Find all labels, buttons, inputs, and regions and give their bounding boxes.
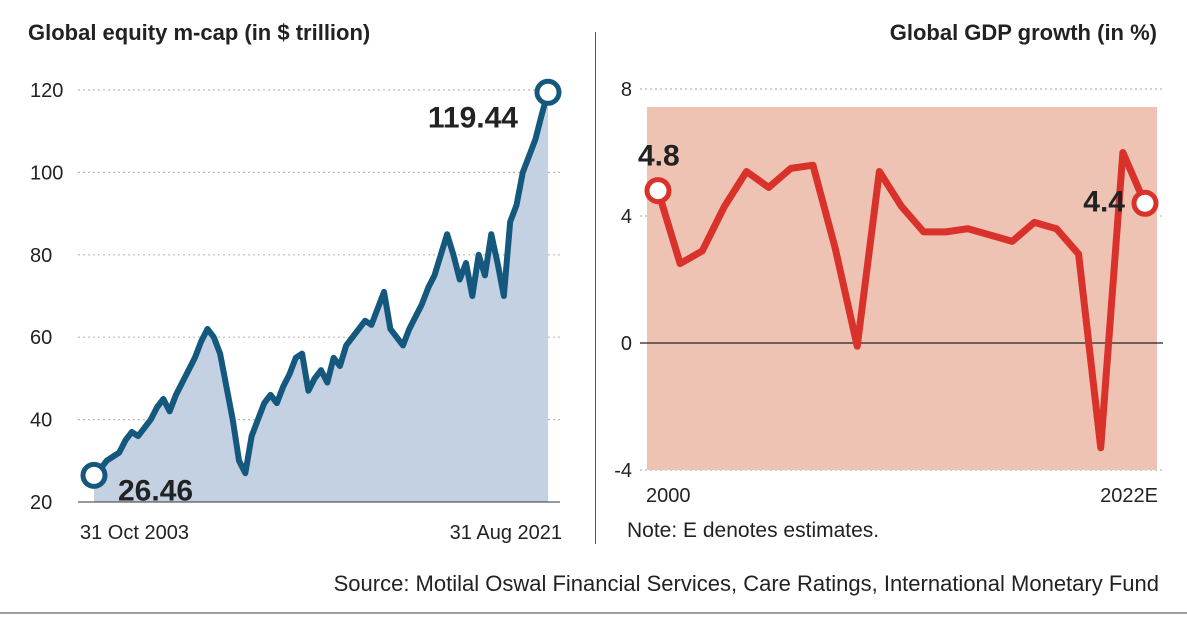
equity-ytick-label: 40 (30, 410, 52, 432)
equity-start-marker (80, 461, 108, 489)
equity-xtick-label: 31 Oct 2003 (80, 522, 189, 544)
footer-divider (0, 612, 1187, 614)
gdp-ytick-label: -4 (614, 460, 632, 482)
equity-ytick-label: 20 (30, 492, 52, 514)
equity-xtick-label: 31 Aug 2021 (450, 522, 562, 544)
equity-area (94, 92, 548, 503)
equity-ytick-label: 80 (30, 245, 52, 267)
panel-divider (595, 32, 596, 544)
equity-end-marker (534, 78, 562, 106)
gdp-end-marker (1131, 189, 1159, 217)
right-chart-title: Global GDP growth (in %) (889, 20, 1157, 45)
gdp-xtick-label: 2022E (1100, 485, 1158, 507)
gdp-chart: -4 0 4 8 4.8 4.4 2000 2022E (614, 79, 1163, 507)
equity-chart: 20 40 60 80 100 120 26.46 119.44 31 Oct 2003 31 A… (30, 78, 562, 544)
source-text: Source: Motilal Oswal Financial Services… (333, 571, 1159, 596)
note-text: Note: E denotes estimates. (627, 519, 880, 542)
left-chart-title: Global equity m-cap (in $ trillion) (28, 20, 371, 45)
gdp-ytick-label: 4 (621, 206, 632, 228)
equity-ytick-label: 120 (30, 80, 63, 102)
gdp-xtick-label: 2000 (646, 485, 691, 507)
gdp-ytick-label: 0 (621, 333, 632, 355)
equity-start-label: 26.46 (118, 474, 193, 507)
gdp-area (647, 107, 1157, 470)
equity-end-label: 119.44 (428, 101, 518, 134)
gdp-ytick-label: 8 (621, 79, 632, 101)
gdp-start-marker (644, 177, 672, 205)
equity-ytick-label: 100 (30, 162, 63, 184)
equity-ytick-label: 60 (30, 327, 52, 349)
equity-line (91, 89, 551, 479)
gdp-start-label: 4.8 (638, 140, 680, 173)
gdp-line (654, 149, 1149, 452)
gdp-end-label: 4.4 (1083, 185, 1125, 218)
